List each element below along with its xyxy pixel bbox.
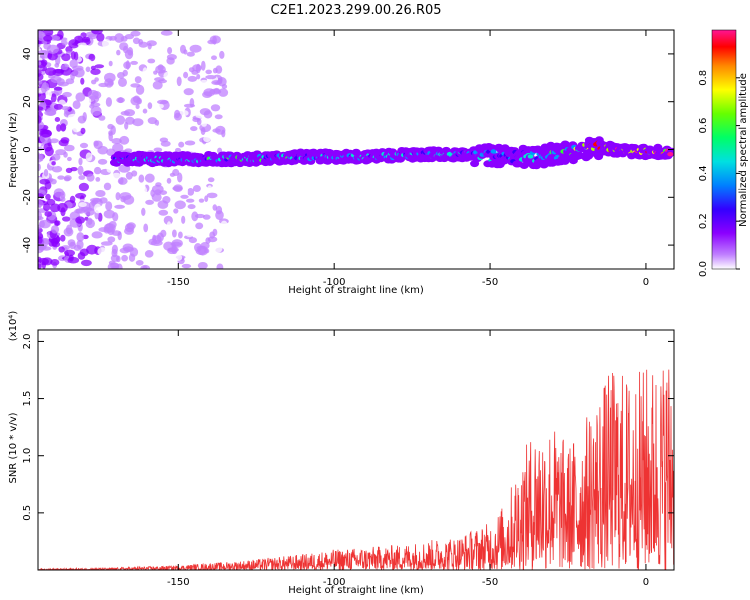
- y-tick-label: 0.5: [22, 505, 33, 521]
- y-tick-label: 40: [22, 48, 33, 61]
- spectrogram-axes: -150 -100 -50 0 -40 -20 0 20 40: [22, 30, 674, 288]
- y-tick-label: 1.5: [22, 391, 33, 407]
- snr-plot: [38, 369, 674, 570]
- snr-scale-note: (x10⁴): [8, 311, 19, 342]
- ridge-halo: [512, 160, 522, 168]
- y-tick-label: -40: [22, 237, 33, 253]
- x-tick-label: -100: [323, 277, 346, 288]
- x-tick-label: -100: [323, 577, 346, 588]
- x-tick-label: 0: [643, 277, 649, 288]
- x-tick-label: -150: [167, 577, 190, 588]
- x-tick-label: -50: [482, 577, 498, 588]
- ridge-core: [527, 154, 534, 159]
- y-tick-label: 1.0: [22, 448, 33, 464]
- colorbar-tick-label: 0.0: [698, 261, 709, 277]
- x-tick-label: -50: [482, 277, 498, 288]
- colorbar-tick-label: 0.6: [698, 118, 709, 134]
- y-tick-label: 20: [22, 95, 33, 108]
- y-tick-label: 0: [22, 146, 33, 152]
- x-tick-label: 0: [643, 577, 649, 588]
- snr-ylabel: SNR (10 * v/v): [8, 412, 19, 483]
- colorbar-tick-label: 0.4: [698, 165, 709, 181]
- ridge-core: [490, 149, 497, 154]
- x-tick-label: -150: [167, 277, 190, 288]
- ridge-core: [667, 152, 674, 157]
- colorbar: [711, 29, 737, 270]
- snr-axes: -150 -100 -50 0 0.5 1.0 1.5 2.0: [22, 330, 674, 588]
- spectrogram-ylabel: Frequency (Hz): [8, 112, 19, 188]
- snr-frame: [37, 329, 675, 571]
- y-tick-label: 2.0: [22, 333, 33, 349]
- snr-xlabel: Height of straight line (km): [288, 585, 424, 596]
- spectrogram-plot: [38, 30, 674, 269]
- figure-title: C2E1.2023.299.00.26.R05: [270, 3, 441, 18]
- colorbar-tick-label: 0.8: [698, 70, 709, 86]
- y-tick-label: -20: [22, 189, 33, 205]
- spectrogram-xlabel: Height of straight line (km): [288, 285, 424, 296]
- colorbar-tick-label: 0.2: [698, 213, 709, 229]
- colorbar-label: Normalized spectral amplitude: [738, 73, 749, 227]
- snr-series-line: [38, 369, 674, 570]
- colorbar-axis: 0.0 0.2 0.4 0.6 0.8: [698, 70, 740, 277]
